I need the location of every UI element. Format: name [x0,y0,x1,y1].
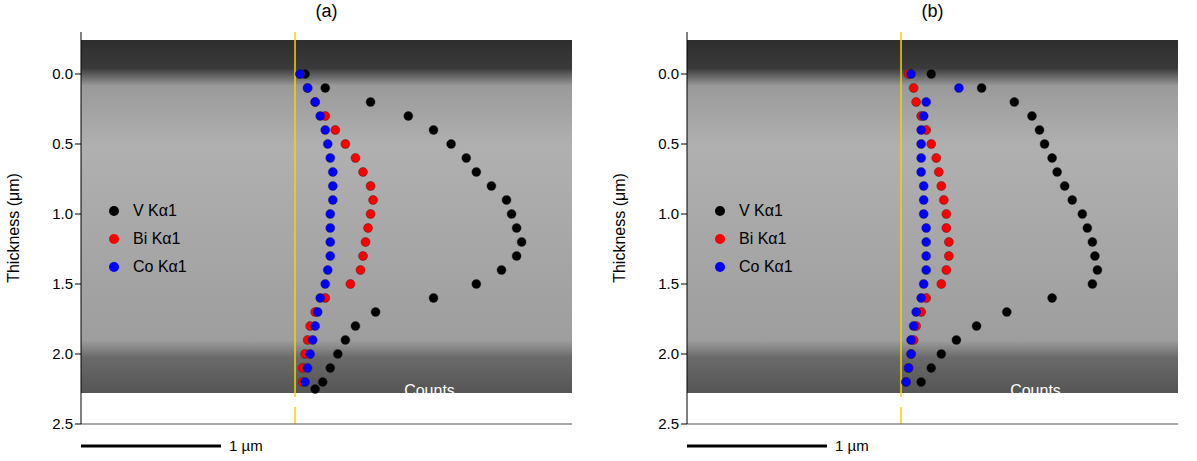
svg-text:1 µm: 1 µm [229,437,263,454]
svg-text:Counts: Counts [404,382,455,399]
html-text:(a): (a) [315,1,338,21]
svg-text:Counts: Counts [1010,382,1061,399]
html-text:Bi Kα1: Bi Kα1 [739,229,787,247]
html-text:V Kα1: V Kα1 [133,201,177,219]
svg-text:0.5: 0.5 [52,135,73,152]
svg-text:1 µm: 1 µm [835,437,869,454]
svg-text:1.5: 1.5 [52,275,73,292]
svg-text:Thickness (μm): Thickness (μm) [611,173,628,283]
svg-text:Thickness (μm): Thickness (μm) [5,173,22,283]
svg-text:2.5: 2.5 [52,415,73,432]
html-text:(b): (b) [921,1,944,21]
html-text:Bi Kα1: Bi Kα1 [133,229,181,247]
svg-text:1.0: 1.0 [658,205,679,222]
svg-text:0.0: 0.0 [658,65,679,82]
svg-text:1.5: 1.5 [658,275,679,292]
html-text:V Kα1: V Kα1 [739,201,783,219]
html-text:Co Kα1: Co Kα1 [133,257,187,275]
svg-text:0.0: 0.0 [52,65,73,82]
svg-text:1.0: 1.0 [52,205,73,222]
html-text:Co Kα1: Co Kα1 [739,257,793,275]
svg-text:2.5: 2.5 [658,415,679,432]
svg-text:2.0: 2.0 [658,345,679,362]
svg-text:0.5: 0.5 [658,135,679,152]
svg-text:2.0: 2.0 [52,345,73,362]
